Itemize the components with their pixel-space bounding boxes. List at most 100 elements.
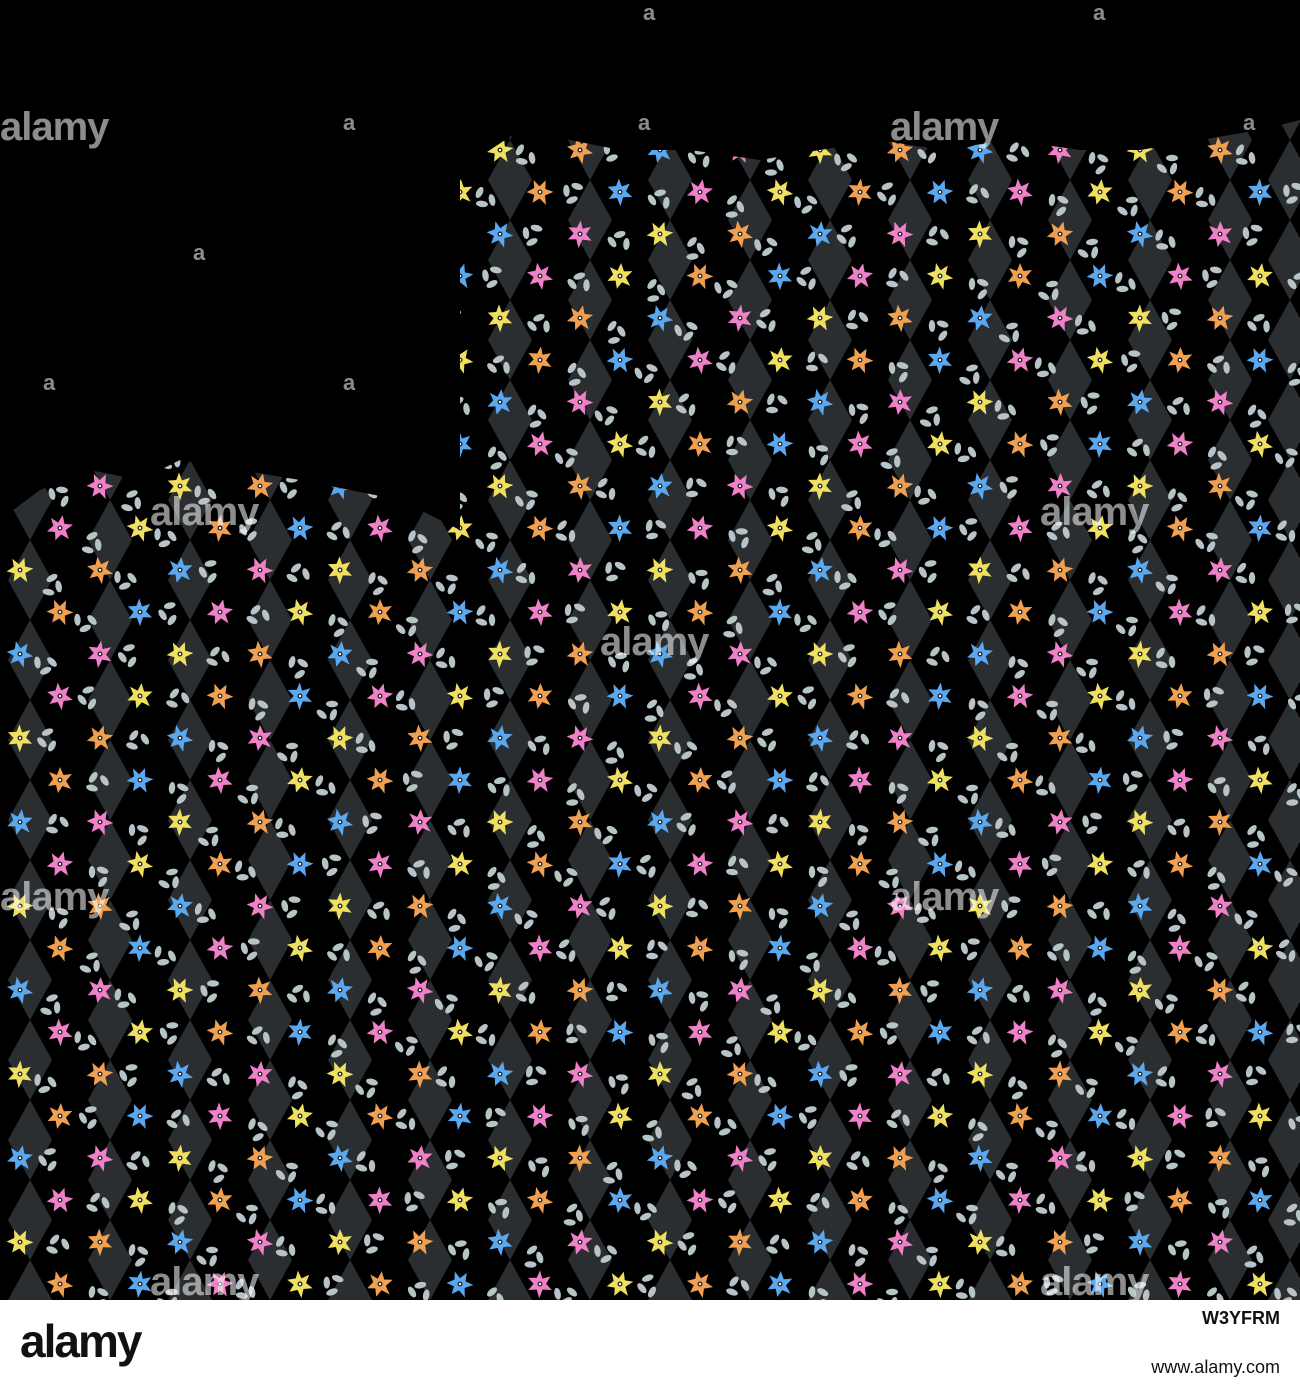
diamond-shape [328,780,372,860]
diamond-shape [568,660,612,740]
diamond-shape [1268,1020,1300,1100]
diamond-shape [1208,740,1252,820]
diamond-shape [488,700,532,780]
diamond-shape [648,940,692,1020]
diamond-shape [408,980,452,1060]
diamond-shape [88,900,132,980]
diamond-shape [328,940,372,1020]
diamond-shape [408,820,452,900]
diamond-shape [808,1260,852,1300]
diamond-shape [1128,700,1172,780]
diamond-shape [1268,140,1300,220]
footer-reference: W3YFRM www.alamy.com [1151,1308,1280,1378]
diamond-shape [728,740,772,820]
footer-bar: alamy W3YFRM www.alamy.com [0,1300,1300,1390]
diamond-shape [1128,780,1172,860]
diamond-shape [1268,220,1300,300]
diamond-shape [328,620,372,700]
diamond-shape [328,700,372,780]
diamond-shape [1208,660,1252,740]
diamond-shape [1128,860,1172,940]
diamond-shape [968,620,1012,700]
diamond-shape [1048,500,1092,580]
diamond-shape [888,500,932,580]
diamond-shape [1268,700,1300,780]
diamond-shape [168,1260,212,1300]
diamond-shape [1128,140,1172,220]
diamond-shape [1048,660,1092,740]
diamond-shape [568,580,612,660]
diamond-shape [728,820,772,900]
diamond-shape [248,500,292,580]
diamond-shape [1128,1260,1172,1300]
diamond-shape [808,620,852,700]
diamond-shape [568,980,612,1060]
diamond-shape [1128,540,1172,620]
diamond-shape [968,140,1012,220]
diamond-shape [408,580,452,660]
diamond-shape [488,1260,532,1300]
diamond-shape [168,540,212,620]
diamond-shape [8,700,52,780]
diamond-shape [808,780,852,860]
diamond-shape [8,620,52,700]
diamond-shape [1268,1260,1300,1300]
diamond-shape [1208,820,1252,900]
diamond-shape [808,540,852,620]
diamond-shape [1268,300,1300,380]
footer-url: www.alamy.com [1151,1357,1280,1377]
diamond-shape [1048,820,1092,900]
diamond-shape [1208,580,1252,660]
diamond-shape [1268,620,1300,700]
diamond-shape [968,780,1012,860]
diamond-shape [168,620,212,700]
image-id: W3YFRM [1202,1308,1280,1328]
diamond-shape [8,940,52,1020]
diamond-shape [88,580,132,660]
diamond-shape [88,740,132,820]
diamond-shape [568,820,612,900]
diamond-shape [248,580,292,660]
diamond-shape [648,700,692,780]
diamond-shape [1048,740,1092,820]
diamond-shape [888,580,932,660]
diamond-shape [248,900,292,980]
diamond-shape [728,980,772,1060]
diamond-shape [888,660,932,740]
diamond-shape [8,1260,52,1300]
diamond-shape [568,740,612,820]
diamond-shape [248,820,292,900]
diamond-shape [968,860,1012,940]
diamond-shape [1268,540,1300,620]
footer-logo: alamy [20,1315,142,1367]
diamond-shape [1268,780,1300,860]
diamond-shape [248,740,292,820]
diamond-shape [1268,940,1300,1020]
diamond-shape [1048,580,1092,660]
diamond-shape [568,900,612,980]
diamond-shape [568,500,612,580]
diamond-shape [728,900,772,980]
diamond-shape [88,820,132,900]
diamond-shape [8,540,52,620]
diamond-shape [648,1260,692,1300]
diamond-shape [648,860,692,940]
diamond-shape [408,740,452,820]
diamond-shape [488,540,532,620]
diamond-shape [488,460,532,540]
diamond-shape [648,540,692,620]
diamond-shape [488,780,532,860]
diamond-shape [408,660,452,740]
diamond-shape [728,660,772,740]
diamond-shape [1208,500,1252,580]
diamond-shape [1268,380,1300,460]
diamond-shape [1048,900,1092,980]
diamond-shape [8,860,52,940]
diamond-shape [808,860,852,940]
diamond-shape [328,860,372,940]
diamond-shape [1268,1100,1300,1180]
diamond-shape [808,940,852,1020]
floral-pattern-artwork [2,120,1300,1300]
diamond-shape [968,940,1012,1020]
diamond-shape [1268,460,1300,540]
